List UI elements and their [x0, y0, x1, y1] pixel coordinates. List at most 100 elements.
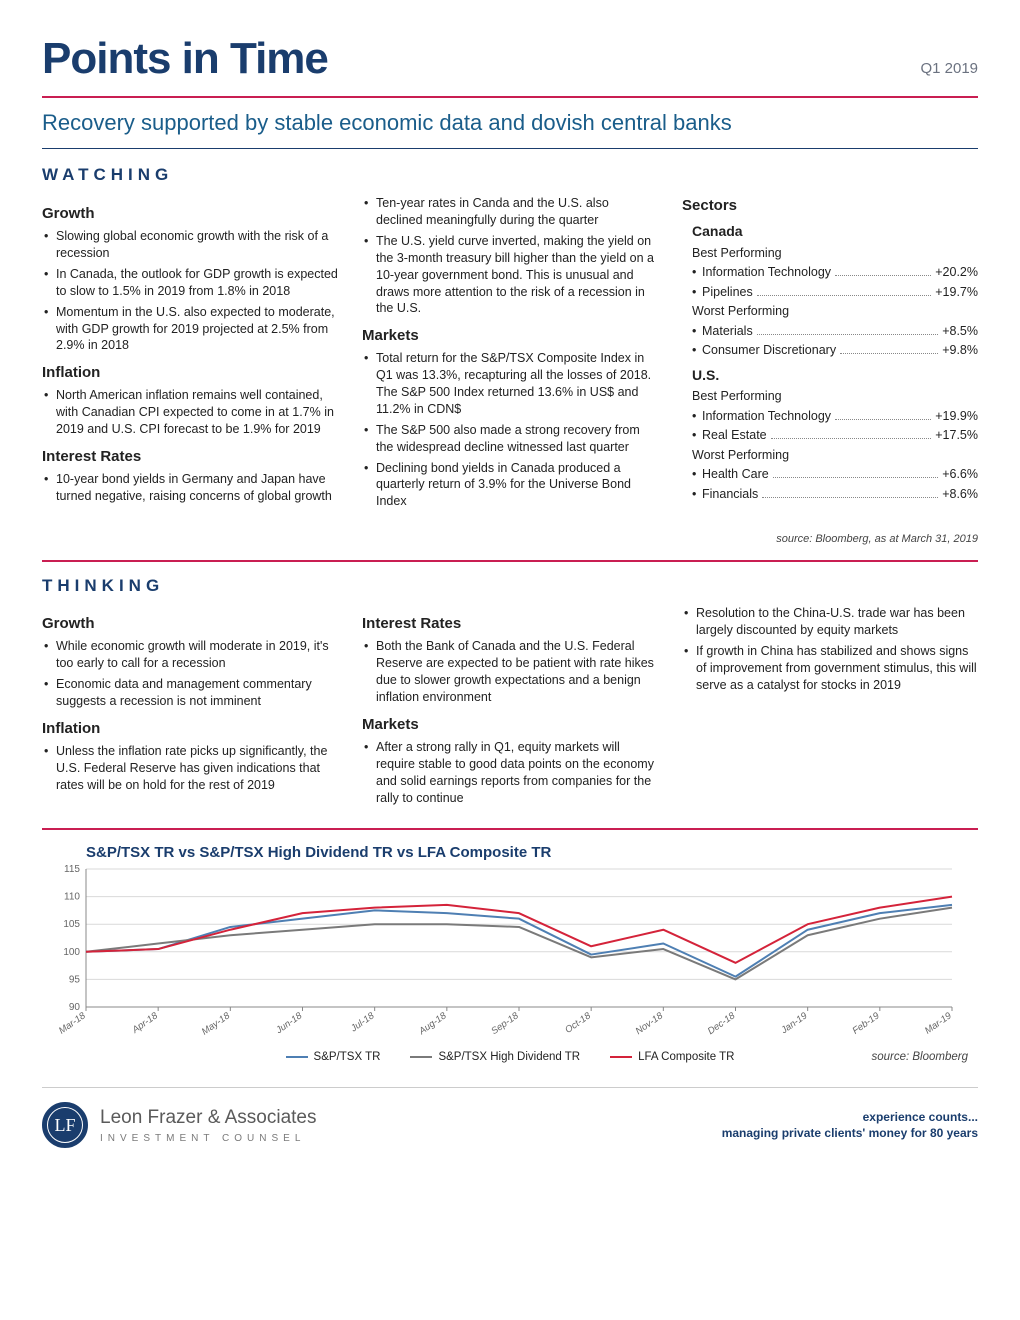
chart-source: source: Bloomberg	[871, 1049, 968, 1065]
bullet-item: North American inflation remains well co…	[42, 387, 338, 438]
tagline1: experience counts...	[722, 1109, 978, 1126]
sector-item: •Real Estate +17.5%	[682, 427, 978, 445]
footer: LF Leon Frazer & Associates INVESTMENT C…	[42, 1087, 978, 1148]
chart-container: 9095100105110115Mar-18Apr-18May-18Jun-18…	[42, 865, 978, 1045]
svg-text:105: 105	[63, 920, 80, 931]
sector-name: Health Care	[702, 466, 769, 484]
svg-text:Mar-19: Mar-19	[923, 1010, 954, 1037]
svg-text:100: 100	[63, 947, 80, 958]
sector-item: •Consumer Discretionary +9.8%	[682, 342, 978, 360]
bullet-list: North American inflation remains well co…	[42, 387, 338, 438]
company-name: Leon Frazer & Associates	[100, 1105, 317, 1132]
bullet-item: Momentum in the U.S. also expected to mo…	[42, 304, 338, 355]
thinking-grid: Growth While economic growth will moderat…	[42, 605, 978, 810]
tagline2: managing private clients' money for 80 y…	[722, 1125, 978, 1142]
perf-label: Worst Performing	[682, 447, 978, 465]
bullet-list: After a strong rally in Q1, equity marke…	[362, 739, 658, 807]
sub-heading: Growth	[42, 613, 338, 634]
legend-item: LFA Composite TR	[610, 1049, 734, 1065]
svg-text:Jul-18: Jul-18	[348, 1010, 377, 1035]
sector-value: +8.5%	[942, 323, 978, 341]
sector-value: +9.8%	[942, 342, 978, 360]
legend-label: LFA Composite TR	[638, 1049, 734, 1065]
svg-text:Oct-18: Oct-18	[563, 1010, 593, 1036]
legend-label: S&P/TSX TR	[314, 1049, 381, 1065]
perf-label: Worst Performing	[682, 303, 978, 321]
footer-left: LF Leon Frazer & Associates INVESTMENT C…	[42, 1102, 317, 1148]
sector-name: Information Technology	[702, 408, 831, 426]
bullet-item: Declining bond yields in Canada produced…	[362, 460, 658, 511]
bullet-item: Unless the inflation rate picks up signi…	[42, 743, 338, 794]
sector-item: •Financials +8.6%	[682, 486, 978, 504]
bullet-item: Ten-year rates in Canda and the U.S. als…	[362, 195, 658, 229]
thinking-col2: Interest Rates Both the Bank of Canada an…	[362, 605, 658, 810]
sectors-heading: Sectors	[682, 195, 978, 216]
thinking-heading: THINKING	[42, 574, 978, 598]
sector-item: •Materials +8.5%	[682, 323, 978, 341]
sector-value: +19.7%	[935, 284, 978, 302]
sector-item: •Health Care +6.6%	[682, 466, 978, 484]
period-label: Q1 2019	[920, 58, 978, 79]
perf-label: Best Performing	[682, 245, 978, 263]
sector-value: +8.6%	[942, 486, 978, 504]
bullet-item: 10-year bond yields in Germany and Japan…	[42, 471, 338, 505]
sub-heading: Inflation	[42, 362, 338, 383]
sector-value: +19.9%	[935, 408, 978, 426]
svg-text:Mar-18: Mar-18	[57, 1010, 88, 1037]
sub-heading: Inflation	[42, 718, 338, 739]
bullet-list: Ten-year rates in Canda and the U.S. als…	[362, 195, 658, 317]
bullet-list: Unless the inflation rate picks up signi…	[42, 743, 338, 794]
perf-label: Best Performing	[682, 388, 978, 406]
sector-name: Information Technology	[702, 264, 831, 282]
divider-red-2	[42, 828, 978, 830]
country-heading: U.S.	[682, 366, 978, 386]
legend-swatch	[286, 1056, 308, 1058]
svg-text:May-18: May-18	[200, 1010, 233, 1038]
sectors-source: source: Bloomberg, as at March 31, 2019	[42, 532, 978, 547]
sub-heading: Markets	[362, 714, 658, 735]
sub-heading: Markets	[362, 325, 658, 346]
main-title: Points in Time	[42, 28, 328, 90]
bullet-list: While economic growth will moderate in 2…	[42, 638, 338, 710]
legend-item: S&P/TSX High Dividend TR	[410, 1049, 580, 1065]
company-sub: INVESTMENT COUNSEL	[100, 1132, 317, 1146]
sub-heading: Interest Rates	[362, 613, 658, 634]
svg-text:95: 95	[69, 975, 81, 986]
bullet-item: Resolution to the China-U.S. trade war h…	[682, 605, 978, 639]
divider-red	[42, 560, 978, 562]
sector-value: +6.6%	[942, 466, 978, 484]
sector-item: •Information Technology +20.2%	[682, 264, 978, 282]
sector-value: +17.5%	[935, 427, 978, 445]
chart-title: S&P/TSX TR vs S&P/TSX High Dividend TR v…	[86, 842, 978, 863]
svg-text:Jan-19: Jan-19	[778, 1010, 810, 1037]
watching-grid: Growth Slowing global economic growth wit…	[42, 195, 978, 514]
logo-text: LF	[54, 1113, 75, 1138]
bullet-list: 10-year bond yields in Germany and Japan…	[42, 471, 338, 505]
watching-col3-sectors: SectorsCanadaBest Performing•Information…	[682, 195, 978, 514]
sub-heading: Growth	[42, 203, 338, 224]
watching-col2: Ten-year rates in Canda and the U.S. als…	[362, 195, 658, 514]
svg-text:Apr-18: Apr-18	[130, 1010, 161, 1036]
sector-name: Consumer Discretionary	[702, 342, 836, 360]
bullet-list: Both the Bank of Canada and the U.S. Fed…	[362, 638, 658, 706]
chart-legend: S&P/TSX TR S&P/TSX High Dividend TR LFA Co…	[42, 1049, 978, 1065]
legend-label: S&P/TSX High Dividend TR	[438, 1049, 580, 1065]
bullet-item: In Canada, the outlook for GDP growth is…	[42, 266, 338, 300]
bullet-list: Resolution to the China-U.S. trade war h…	[682, 605, 978, 693]
bullet-item: Slowing global economic growth with the …	[42, 228, 338, 262]
svg-text:Jun-18: Jun-18	[273, 1010, 305, 1037]
header-row: Points in Time Q1 2019	[42, 28, 978, 98]
svg-text:Nov-18: Nov-18	[634, 1010, 666, 1037]
svg-text:Dec-18: Dec-18	[706, 1010, 738, 1037]
company-block: Leon Frazer & Associates INVESTMENT COUN…	[100, 1105, 317, 1146]
bullet-item: Total return for the S&P/TSX Composite I…	[362, 350, 658, 418]
thinking-col1: Growth While economic growth will moderat…	[42, 605, 338, 810]
bullet-item: Both the Bank of Canada and the U.S. Fed…	[362, 638, 658, 706]
country-heading: Canada	[682, 222, 978, 242]
thinking-col3: Resolution to the China-U.S. trade war h…	[682, 605, 978, 810]
sub-heading: Interest Rates	[42, 446, 338, 467]
footer-right: experience counts... managing private cl…	[722, 1109, 978, 1143]
svg-text:Feb-19: Feb-19	[851, 1010, 883, 1037]
bullet-list: Total return for the S&P/TSX Composite I…	[362, 350, 658, 510]
bullet-item: While economic growth will moderate in 2…	[42, 638, 338, 672]
